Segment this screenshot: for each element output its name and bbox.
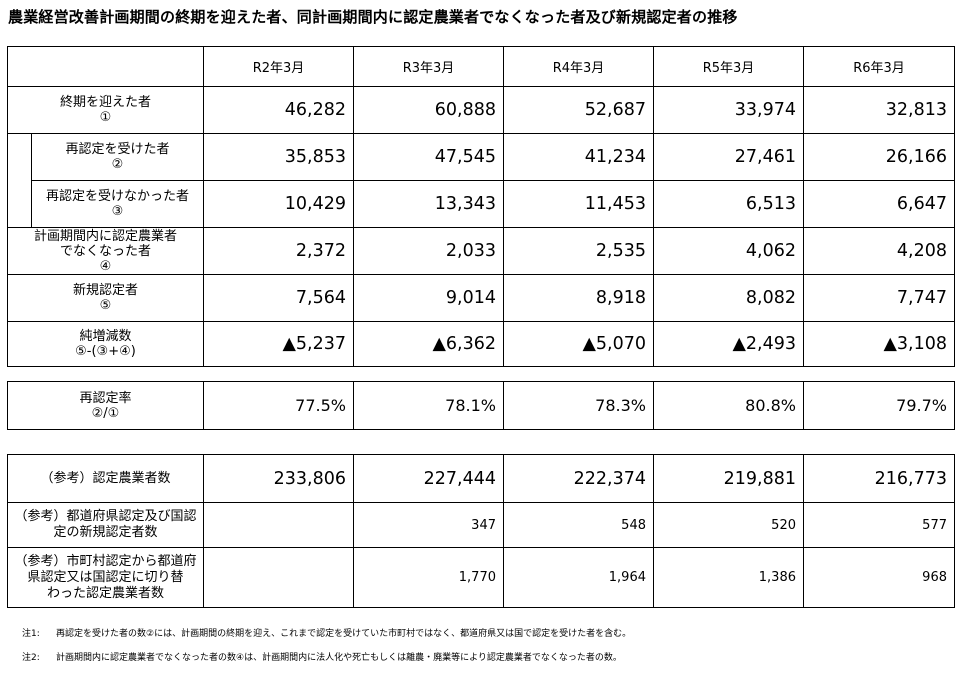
cell-value: 548	[503, 502, 654, 548]
cell-value: 47,545	[353, 133, 504, 181]
cell-value: 520	[653, 502, 804, 548]
footnote-key: 注2:	[22, 653, 40, 663]
cell-value: ▲6,362	[353, 321, 504, 367]
cell-value: 32,813	[803, 86, 955, 134]
reference-table: （参考）認定農業者数 233,806 227,444 222,374 219,8…	[7, 454, 955, 608]
cell-value: 1,770	[353, 547, 504, 608]
cell-value: 1,964	[503, 547, 654, 608]
table-row: 計画期間内に認定農業者 でなくなった者 ④ 2,372 2,033 2,535 4,…	[7, 227, 955, 275]
header-row: R2年3月 R3年3月 R4年3月 R5年3月 R6年3月	[7, 46, 955, 87]
cell-value: 4,062	[653, 227, 804, 275]
cell-value: 2,372	[203, 227, 354, 275]
cell-value	[203, 502, 354, 548]
cell-value: 60,888	[353, 86, 504, 134]
cell-value: 26,166	[803, 133, 955, 181]
cell-value: ▲3,108	[803, 321, 955, 367]
cell-value: 2,033	[353, 227, 504, 275]
row-label: （参考）認定農業者数	[7, 454, 204, 503]
cell-value: 8,918	[503, 274, 654, 322]
header-r3: R3年3月	[353, 46, 504, 87]
table-row: 新規認定者 ⑤ 7,564 9,014 8,918 8,082 7,747	[7, 274, 955, 322]
cell-value: 347	[353, 502, 504, 548]
cell-value: 4,208	[803, 227, 955, 275]
header-r2: R2年3月	[203, 46, 354, 87]
row-label: 再認定を受けなかった者 ③	[31, 180, 204, 228]
cell-value: 78.1%	[353, 381, 504, 430]
table-row: 再認定を受けなかった者 ③ 10,429 13,343 11,453 6,513 …	[7, 180, 955, 228]
cell-value: 52,687	[503, 86, 654, 134]
row-label: 計画期間内に認定農業者 でなくなった者 ④	[7, 227, 204, 275]
cell-value: 77.5%	[203, 381, 354, 430]
cell-value	[203, 547, 354, 608]
cell-value: 227,444	[353, 454, 504, 503]
main-table: R2年3月 R3年3月 R4年3月 R5年3月 R6年3月 終期を迎えた者 ① 4…	[7, 46, 955, 367]
table-row: 再認定率 ②/① 77.5% 78.1% 78.3% 80.8% 79.7%	[7, 381, 955, 430]
table-row: 再認定を受けた者 ② 35,853 47,545 41,234 27,461 26…	[7, 133, 955, 181]
cell-value: 41,234	[503, 133, 654, 181]
cell-value: 80.8%	[653, 381, 804, 430]
footnote-2: 注2: 計画期間内に認定農業者でなくなった者の数④は、計画期間内に法人化や死亡もし…	[22, 650, 622, 663]
row-label: 再認定率 ②/①	[7, 381, 204, 430]
cell-value: 78.3%	[503, 381, 654, 430]
cell-value: 6,513	[653, 180, 804, 228]
cell-value: 79.7%	[803, 381, 955, 430]
row-label: 終期を迎えた者 ①	[7, 86, 204, 134]
cell-value: 233,806	[203, 454, 354, 503]
indent-spacer	[7, 180, 32, 228]
row-label: 新規認定者 ⑤	[7, 274, 204, 322]
header-r6: R6年3月	[803, 46, 955, 87]
table-row: 終期を迎えた者 ① 46,282 60,888 52,687 33,974 32,…	[7, 86, 955, 134]
footnote-text: 再認定を受けた者の数②には、計画期間の終期を迎え、これまで認定を受けていた市町村…	[56, 629, 632, 639]
cell-value: ▲5,237	[203, 321, 354, 367]
cell-value: 10,429	[203, 180, 354, 228]
cell-value: 8,082	[653, 274, 804, 322]
indent-spacer	[7, 133, 32, 181]
row-label: （参考）市町村認定から都道府 県認定又は国認定に切り替 わった認定農業者数	[7, 547, 204, 608]
cell-value: 46,282	[203, 86, 354, 134]
cell-value: 35,853	[203, 133, 354, 181]
header-corner	[7, 46, 204, 87]
cell-value: ▲2,493	[653, 321, 804, 367]
cell-value: 222,374	[503, 454, 654, 503]
table-row: （参考）認定農業者数 233,806 227,444 222,374 219,8…	[7, 454, 955, 503]
cell-value: 577	[803, 502, 955, 548]
cell-value: 219,881	[653, 454, 804, 503]
row-label: 純増減数 ⑤-(③+④)	[7, 321, 204, 367]
cell-value: ▲5,070	[503, 321, 654, 367]
table-row: 純増減数 ⑤-(③+④) ▲5,237 ▲6,362 ▲5,070 ▲2,493 …	[7, 321, 955, 367]
cell-value: 7,747	[803, 274, 955, 322]
footnote-text: 計画期間内に認定農業者でなくなった者の数④は、計画期間内に法人化や死亡もしくは離…	[56, 653, 622, 663]
page-title: 農業経営改善計画期間の終期を迎えた者、同計画期間内に認定農業者でなくなった者及び…	[8, 8, 738, 26]
cell-value: 216,773	[803, 454, 955, 503]
row-label: 再認定を受けた者 ②	[31, 133, 204, 181]
row-label: （参考）都道府県認定及び国認 定の新規認定者数	[7, 502, 204, 548]
cell-value: 6,647	[803, 180, 955, 228]
cell-value: 11,453	[503, 180, 654, 228]
header-r5: R5年3月	[653, 46, 804, 87]
cell-value: 27,461	[653, 133, 804, 181]
cell-value: 7,564	[203, 274, 354, 322]
footnote-1: 注1: 再認定を受けた者の数②には、計画期間の終期を迎え、これまで認定を受けていた…	[22, 626, 631, 639]
cell-value: 1,386	[653, 547, 804, 608]
cell-value: 33,974	[653, 86, 804, 134]
cell-value: 13,343	[353, 180, 504, 228]
cell-value: 2,535	[503, 227, 654, 275]
table-row: （参考）市町村認定から都道府 県認定又は国認定に切り替 わった認定農業者数 1,77…	[7, 547, 955, 608]
cell-value: 968	[803, 547, 955, 608]
cell-value: 9,014	[353, 274, 504, 322]
table-row: （参考）都道府県認定及び国認 定の新規認定者数 347 548 520 577	[7, 502, 955, 548]
header-r4: R4年3月	[503, 46, 654, 87]
footnote-key: 注1:	[22, 629, 40, 639]
rate-table: 再認定率 ②/① 77.5% 78.1% 78.3% 80.8% 79.7%	[7, 381, 955, 430]
